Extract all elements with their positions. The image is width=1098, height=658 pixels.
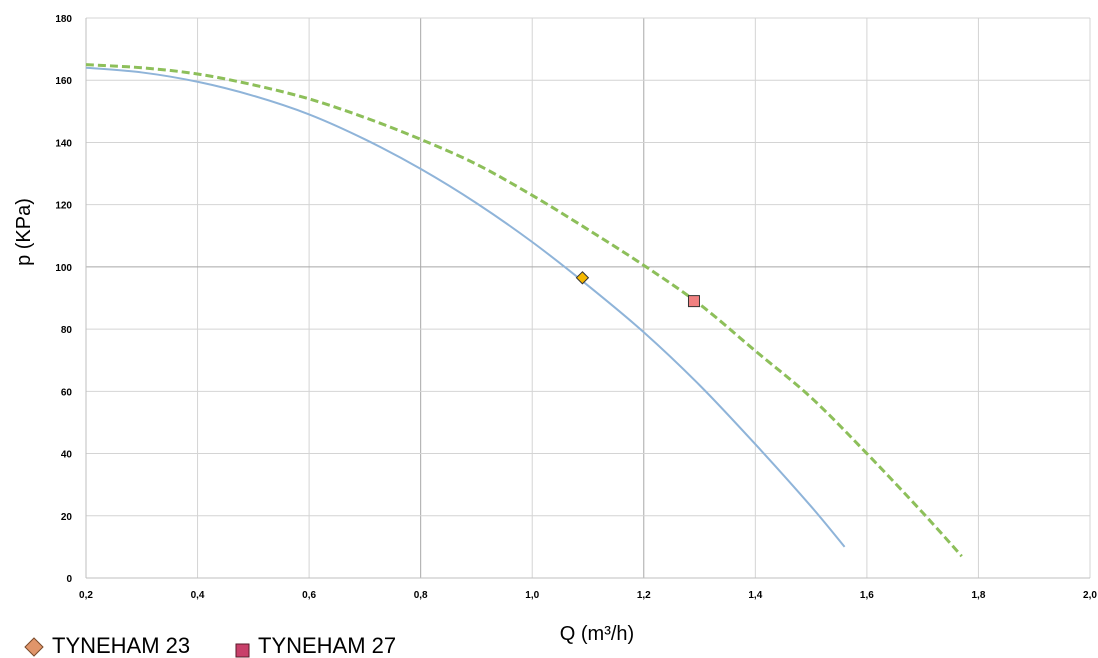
tick-labels: 0,2 0,4 0,6 0,8 1,0 1,2 1,4 1,6 1,8 2,0 0 20 40 60 80 1… bbox=[55, 14, 1097, 601]
axes bbox=[85, 18, 1090, 579]
legend-marker-square bbox=[235, 643, 250, 658]
y-tick-label: 120 bbox=[55, 201, 72, 212]
y-tick-label: 40 bbox=[61, 450, 73, 461]
x-axis-title: Q (m³/h) bbox=[560, 623, 634, 645]
x-tick-label: 1,8 bbox=[971, 590, 985, 601]
x-tick-label: 1,2 bbox=[637, 590, 651, 601]
series-lines bbox=[85, 63, 963, 558]
y-tick-label: 160 bbox=[55, 76, 72, 87]
x-tick-label: 1,4 bbox=[748, 590, 762, 601]
x-tick-label: 0,2 bbox=[79, 590, 93, 601]
x-tick-label: 1,0 bbox=[525, 590, 539, 601]
y-tick-label: 0 bbox=[66, 574, 72, 585]
y-tick-label: 20 bbox=[61, 512, 73, 523]
series-line-tyneham-27 bbox=[85, 63, 963, 558]
y-tick-label: 180 bbox=[55, 14, 72, 25]
x-tick-label: 2,0 bbox=[1083, 590, 1097, 601]
x-tick-label: 1,6 bbox=[860, 590, 874, 601]
legend-label-tyneham-23: TYNEHAM 23 bbox=[52, 633, 190, 658]
grid bbox=[86, 17, 1091, 578]
y-tick-label: 140 bbox=[55, 138, 72, 149]
series-line-tyneham-23 bbox=[85, 66, 846, 548]
x-tick-label: 0,4 bbox=[191, 590, 205, 601]
legend: TYNEHAM 23 TYNEHAM 27 bbox=[24, 633, 396, 658]
x-tick-label: 0,6 bbox=[302, 590, 316, 601]
y-tick-label: 60 bbox=[61, 387, 73, 398]
operating-point-square bbox=[687, 295, 700, 308]
operating-points bbox=[575, 271, 700, 308]
y-axis-title: p (KPa) bbox=[13, 198, 35, 266]
y-tick-label: 100 bbox=[55, 263, 72, 274]
legend-marker-diamond bbox=[24, 637, 44, 657]
legend-label-tyneham-27: TYNEHAM 27 bbox=[258, 633, 396, 658]
operating-point-diamond bbox=[575, 271, 590, 285]
y-tick-label: 80 bbox=[61, 325, 73, 336]
x-tick-label: 0,8 bbox=[414, 590, 428, 601]
